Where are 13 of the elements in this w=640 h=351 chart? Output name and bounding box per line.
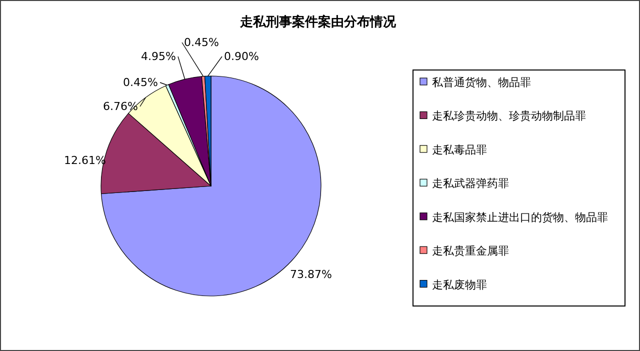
legend-label: 走私国家禁止进出口的货物、物品罪 [432,210,608,224]
legend-label: 走私毒品罪 [432,143,487,156]
legend-label: 走私废物罪 [432,278,487,292]
data-label: 0.45% [184,36,219,49]
data-label: 73.87% [290,268,332,281]
data-label: 0.90% [224,50,259,63]
legend-label: 私普通货物、物品罪 [432,76,531,89]
legend-label: 走私贵重金属罪 [432,244,509,258]
data-label: 4.95% [141,50,176,63]
data-label: 0.45% [123,76,158,89]
chart-title: 走私刑事案件案由分布情况 [239,14,397,30]
legend-label: 走私珍贵动物、珍贵动物制品罪 [432,110,586,123]
legend-label: 走私武器弹药罪 [432,177,509,190]
